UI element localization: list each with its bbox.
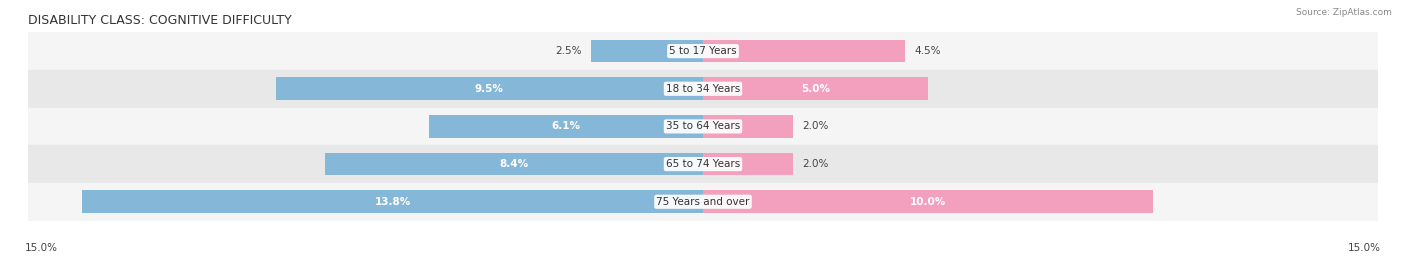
Text: 18 to 34 Years: 18 to 34 Years <box>666 84 740 94</box>
Text: 13.8%: 13.8% <box>374 197 411 207</box>
Bar <box>703 190 1153 213</box>
Bar <box>28 32 1378 70</box>
Bar <box>276 77 703 100</box>
Bar <box>703 77 928 100</box>
Bar <box>28 70 1378 108</box>
Text: 2.0%: 2.0% <box>801 159 828 169</box>
Text: 2.5%: 2.5% <box>555 46 582 56</box>
Text: 15.0%: 15.0% <box>25 243 58 253</box>
Bar <box>703 153 793 175</box>
Text: 6.1%: 6.1% <box>551 121 581 132</box>
Text: 10.0%: 10.0% <box>910 197 946 207</box>
Bar <box>28 145 1378 183</box>
Bar <box>325 153 703 175</box>
Text: 9.5%: 9.5% <box>475 84 503 94</box>
Text: 5.0%: 5.0% <box>801 84 830 94</box>
Text: DISABILITY CLASS: COGNITIVE DIFFICULTY: DISABILITY CLASS: COGNITIVE DIFFICULTY <box>28 14 292 27</box>
Bar <box>703 115 793 138</box>
Bar <box>703 40 905 62</box>
Text: 65 to 74 Years: 65 to 74 Years <box>666 159 740 169</box>
Text: 15.0%: 15.0% <box>1348 243 1381 253</box>
Bar <box>28 183 1378 221</box>
Bar <box>28 108 1378 145</box>
Text: 5 to 17 Years: 5 to 17 Years <box>669 46 737 56</box>
Bar <box>429 115 703 138</box>
Bar <box>591 40 703 62</box>
Text: Source: ZipAtlas.com: Source: ZipAtlas.com <box>1296 8 1392 17</box>
Text: 8.4%: 8.4% <box>499 159 529 169</box>
Text: 4.5%: 4.5% <box>914 46 941 56</box>
Text: 2.0%: 2.0% <box>801 121 828 132</box>
Text: 75 Years and over: 75 Years and over <box>657 197 749 207</box>
Bar <box>82 190 703 213</box>
Text: 35 to 64 Years: 35 to 64 Years <box>666 121 740 132</box>
